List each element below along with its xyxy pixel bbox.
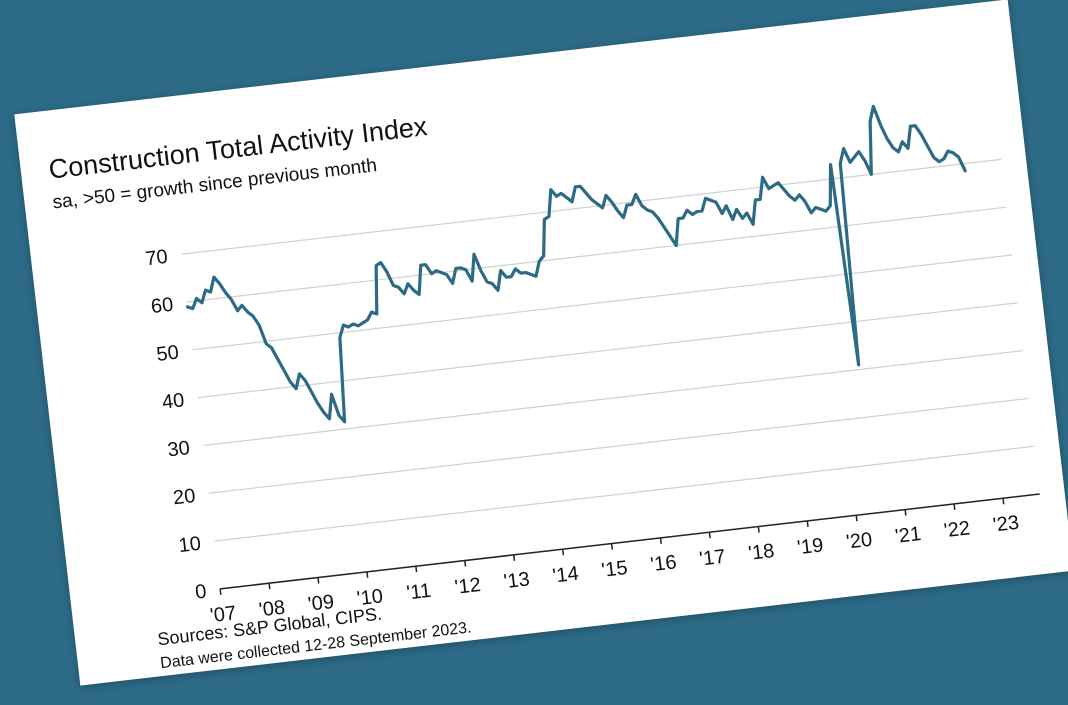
x-tick-label: '13 [503, 568, 531, 593]
x-tick-label: '20 [845, 529, 873, 554]
x-tick-label: '21 [894, 523, 922, 548]
x-tick-label: '15 [600, 557, 628, 582]
x-tick-label: '22 [943, 517, 971, 542]
y-tick-label: 20 [172, 485, 197, 509]
x-tick-mark [512, 554, 516, 561]
x-tick-label: '10 [356, 585, 384, 610]
y-tick-label: 50 [155, 341, 180, 365]
x-tick-mark [561, 549, 565, 556]
x-tick-label: '18 [747, 540, 775, 565]
x-tick-label: '23 [992, 512, 1020, 537]
y-tick-label: 70 [144, 246, 169, 270]
x-tick-mark [366, 571, 369, 578]
gridline-40 [197, 302, 1018, 399]
x-tick-label: '17 [698, 546, 726, 571]
y-tick-label: 60 [150, 294, 175, 318]
gridline-60 [186, 206, 1007, 303]
x-tick-mark [219, 588, 222, 595]
x-tick-mark [464, 560, 467, 567]
x-tick-mark [268, 583, 271, 590]
x-tick-label: '12 [454, 574, 482, 599]
gridline-30 [203, 350, 1024, 447]
y-tick-label: 0 [194, 581, 208, 604]
x-tick-label: '19 [796, 534, 824, 559]
x-tick-mark [659, 537, 662, 544]
x-tick-mark [757, 526, 760, 533]
gridline-50 [192, 254, 1013, 351]
x-tick-label: '09 [307, 591, 335, 616]
x-tick-mark [806, 520, 809, 527]
x-tick-mark [855, 515, 858, 522]
chart-card: Construction Total Activity Index sa, >5… [14, 0, 1068, 686]
x-tick-label: '16 [649, 551, 677, 576]
axis-layer: 0 10 20 30 40 50 60 70 '07 '08 '09 '10 '11 '12 '13 '14 '… [144, 246, 1040, 627]
y-tick-label: 40 [161, 389, 186, 413]
gridline-20 [209, 397, 1029, 494]
x-tick-mark [317, 577, 320, 584]
x-tick-label: '07 [209, 602, 237, 627]
y-tick-label: 10 [177, 533, 202, 557]
gridline-10 [214, 445, 1035, 542]
chart-plot: 0 10 20 30 40 50 60 70 '07 '08 '09 '10 '11 '12 '13 '14 '… [144, 104, 1040, 627]
series-layer [185, 104, 967, 424]
x-tick-mark [708, 532, 711, 539]
x-tick-mark [415, 566, 418, 573]
x-tick-mark [1002, 498, 1005, 505]
gridline-70 [181, 158, 1002, 255]
y-tick-label: 30 [166, 437, 191, 461]
x-axis-line [220, 493, 1040, 590]
series-line-0 [185, 104, 967, 424]
x-tick-label: '08 [258, 597, 286, 622]
x-tick-mark [610, 543, 614, 550]
x-tick-label: '14 [551, 563, 579, 588]
x-tick-label: '11 [405, 580, 432, 605]
grid-layer [181, 158, 1035, 542]
x-tick-mark [904, 509, 907, 516]
x-tick-mark [953, 503, 956, 510]
